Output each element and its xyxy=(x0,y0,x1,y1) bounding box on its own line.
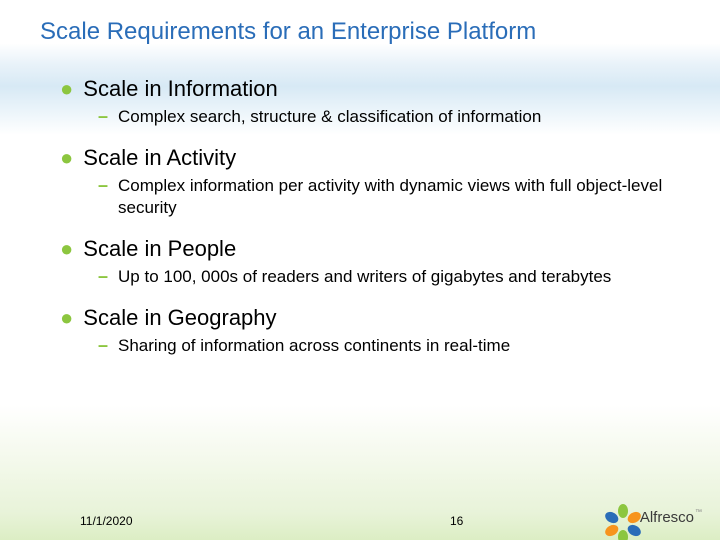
logo-text: Alfresco™ xyxy=(640,509,702,526)
sub-item: – Complex information per activity with … xyxy=(98,175,670,218)
list-item: ● Scale in People – Up to 100, 000s of r… xyxy=(60,236,670,287)
slide-content: ● Scale in Information – Complex search,… xyxy=(0,46,720,356)
logo-mark-icon xyxy=(610,504,636,530)
list-item: ● Scale in Activity – Complex informatio… xyxy=(60,145,670,218)
slide: Scale Requirements for an Enterprise Pla… xyxy=(0,0,720,540)
sub-item: – Up to 100, 000s of readers and writers… xyxy=(98,266,670,287)
dash-icon: – xyxy=(98,107,108,125)
footer-page-number: 16 xyxy=(450,514,463,528)
bullet-icon: ● xyxy=(60,238,73,260)
list-item: ● Scale in Geography – Sharing of inform… xyxy=(60,305,670,356)
item-heading: Scale in Information xyxy=(83,76,277,102)
item-heading: Scale in Activity xyxy=(83,145,236,171)
dash-icon: – xyxy=(98,336,108,354)
list-item: ● Scale in Information – Complex search,… xyxy=(60,76,670,127)
footer-date: 11/1/2020 xyxy=(80,514,133,528)
alfresco-logo: Alfresco™ xyxy=(610,504,702,530)
bullet-row: ● Scale in Geography xyxy=(60,305,670,331)
logo-tm: ™ xyxy=(695,509,702,516)
item-heading: Scale in People xyxy=(83,236,236,262)
item-sub: Sharing of information across continents… xyxy=(118,335,510,356)
bullet-row: ● Scale in Information xyxy=(60,76,670,102)
bullet-icon: ● xyxy=(60,78,73,100)
item-heading: Scale in Geography xyxy=(83,305,276,331)
bullet-icon: ● xyxy=(60,307,73,329)
slide-title: Scale Requirements for an Enterprise Pla… xyxy=(0,0,720,46)
logo-name: Alfresco xyxy=(640,509,694,526)
dash-icon: – xyxy=(98,176,108,194)
sub-item: – Complex search, structure & classifica… xyxy=(98,106,670,127)
bullet-icon: ● xyxy=(60,147,73,169)
bullet-row: ● Scale in Activity xyxy=(60,145,670,171)
sub-item: – Sharing of information across continen… xyxy=(98,335,670,356)
item-sub: Complex information per activity with dy… xyxy=(118,175,670,218)
item-sub: Up to 100, 000s of readers and writers o… xyxy=(118,266,611,287)
item-sub: Complex search, structure & classificati… xyxy=(118,106,541,127)
bullet-row: ● Scale in People xyxy=(60,236,670,262)
dash-icon: – xyxy=(98,267,108,285)
